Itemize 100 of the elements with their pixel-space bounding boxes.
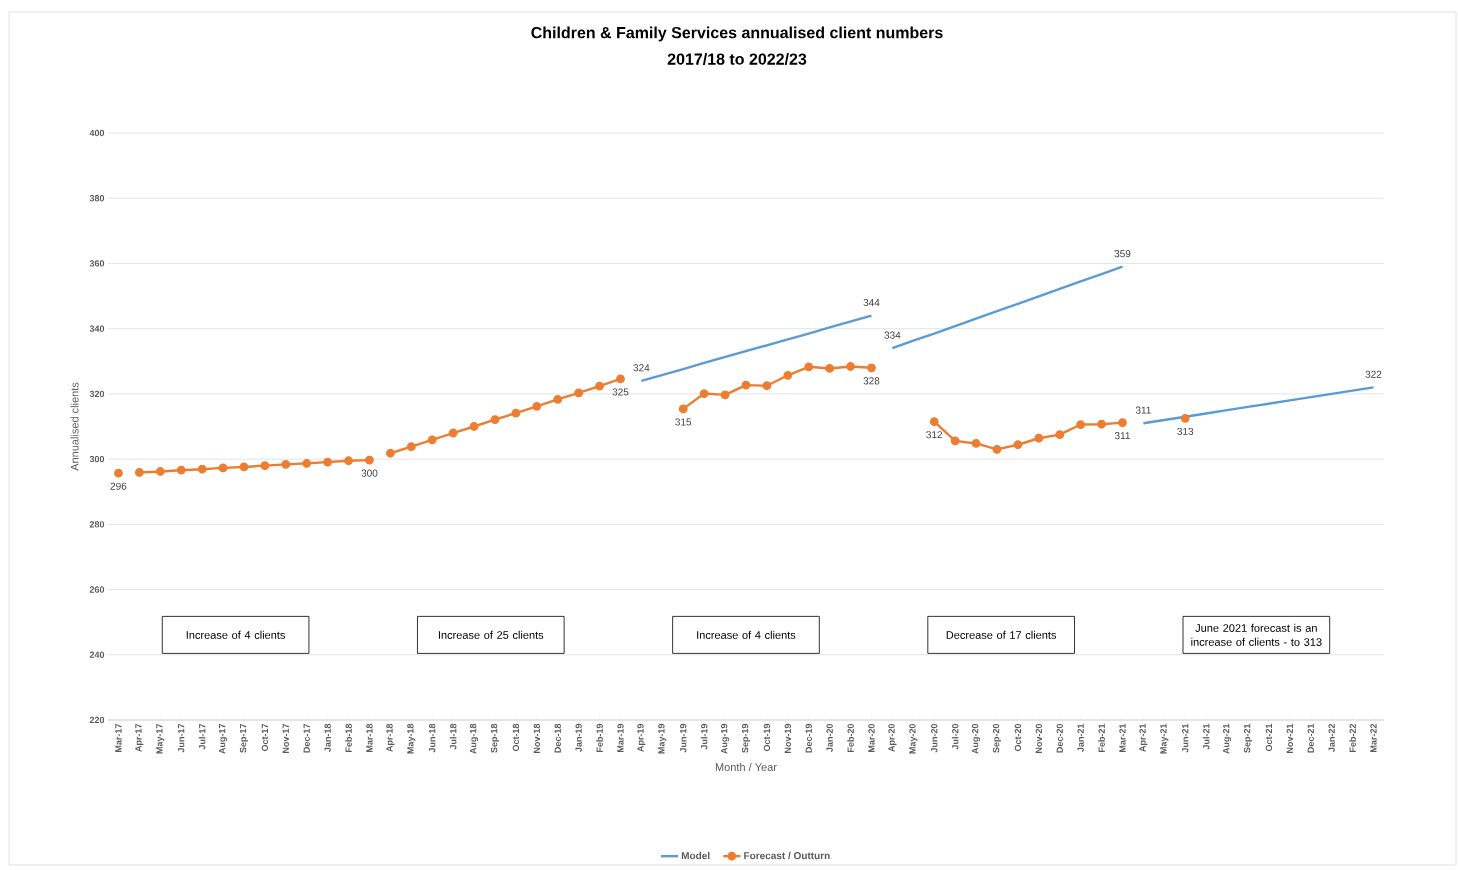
point bbox=[1055, 430, 1065, 440]
point bbox=[867, 363, 876, 373]
point bbox=[197, 464, 207, 474]
point bbox=[511, 408, 521, 418]
point bbox=[302, 458, 312, 468]
data-label: 315 bbox=[675, 418, 692, 426]
point bbox=[574, 388, 584, 398]
y-tick-label: 380 bbox=[89, 195, 105, 202]
x-tick-label: Jul-17 bbox=[198, 723, 206, 750]
x-tick-label: Mar-17 bbox=[115, 723, 122, 752]
x-tick-label: Mar-22 bbox=[1370, 723, 1377, 752]
y-tick-label: 260 bbox=[89, 586, 105, 593]
data-label: 296 bbox=[110, 482, 127, 490]
point bbox=[616, 374, 625, 384]
point bbox=[134, 468, 144, 477]
point bbox=[720, 390, 730, 400]
point bbox=[155, 467, 165, 476]
x-tick-label: Oct-20 bbox=[1014, 723, 1022, 752]
point bbox=[427, 435, 437, 445]
point bbox=[950, 436, 960, 446]
x-tick-label: Dec-17 bbox=[303, 723, 310, 753]
data-label: 359 bbox=[1114, 250, 1131, 258]
x-tick-label: Apr-21 bbox=[1139, 723, 1148, 752]
point bbox=[385, 448, 395, 458]
data-label: 322 bbox=[1365, 370, 1382, 378]
x-tick-label: Jan-19 bbox=[575, 723, 582, 752]
x-tick-label: Feb-18 bbox=[345, 723, 352, 752]
point bbox=[1076, 420, 1086, 429]
x-tick-label: Jun-19 bbox=[680, 723, 687, 753]
x-tick-label: Oct-18 bbox=[512, 723, 520, 752]
chart-title: Children & Family Services annualised client numbers bbox=[531, 26, 943, 42]
x-tick-label: May-20 bbox=[909, 723, 918, 754]
x-tick-label: Jun-18 bbox=[429, 723, 436, 753]
annotation: Increase of 25 clients bbox=[438, 630, 544, 639]
point bbox=[699, 389, 709, 398]
point bbox=[532, 401, 542, 411]
y-tick-label: 360 bbox=[89, 260, 105, 267]
x-tick-label: Jul-18 bbox=[449, 723, 457, 750]
data-label: 324 bbox=[633, 364, 650, 372]
x-tick-label: Dec-21 bbox=[1307, 723, 1314, 753]
data-label: 328 bbox=[863, 377, 880, 385]
annotation: Decrease of 17 clients bbox=[946, 630, 1057, 639]
x-tick-label: Sep-20 bbox=[992, 723, 1002, 753]
point bbox=[553, 395, 563, 404]
x-tick-label: Sep-17 bbox=[239, 723, 249, 753]
x-tick-label: Dec-19 bbox=[805, 723, 812, 753]
x-tick-label: Jun-20 bbox=[931, 723, 938, 753]
y-tick-label: 240 bbox=[89, 651, 105, 658]
point bbox=[929, 417, 939, 427]
annotation: June 2021 forecast is an increase of clients - to 313 bbox=[1191, 623, 1322, 646]
point bbox=[218, 463, 228, 473]
point bbox=[406, 442, 416, 452]
point bbox=[783, 370, 793, 380]
chart-subtitle: 2017/18 to 2022/23 bbox=[667, 53, 807, 65]
x-tick-label: Mar-20 bbox=[868, 723, 875, 752]
x-tick-label: Aug-20 bbox=[971, 723, 981, 754]
data-label: 311 bbox=[1114, 432, 1130, 440]
y-axis-title: Annualised clients bbox=[70, 382, 79, 471]
point bbox=[323, 457, 333, 467]
x-tick-label: Jan-21 bbox=[1077, 723, 1084, 752]
point bbox=[448, 428, 458, 438]
data-label: 300 bbox=[361, 469, 378, 477]
x-tick-label: Aug-21 bbox=[1222, 723, 1232, 754]
x-tick-label: Aug-17 bbox=[218, 723, 228, 754]
x-tick-label: Nov-19 bbox=[784, 723, 791, 753]
x-tick-label: Sep-18 bbox=[490, 723, 500, 753]
point bbox=[365, 455, 374, 465]
point bbox=[176, 465, 186, 475]
y-tick-label: 300 bbox=[89, 455, 105, 463]
point bbox=[1097, 419, 1106, 429]
y-tick-label: 280 bbox=[89, 521, 105, 528]
data-label: 312 bbox=[926, 431, 943, 439]
point bbox=[344, 456, 353, 466]
x-tick-label: Feb-19 bbox=[596, 723, 603, 752]
point bbox=[239, 462, 249, 472]
point bbox=[971, 439, 981, 448]
y-tick-label: 220 bbox=[89, 716, 105, 724]
x-tick-label: Dec-20 bbox=[1056, 723, 1063, 753]
point bbox=[1013, 440, 1023, 450]
y-tick-label: 320 bbox=[89, 390, 105, 398]
x-tick-label: Apr-19 bbox=[637, 723, 646, 752]
data-label: 344 bbox=[863, 299, 880, 307]
point bbox=[846, 362, 855, 371]
point bbox=[490, 415, 500, 425]
point bbox=[469, 422, 479, 431]
point bbox=[595, 381, 604, 391]
legend-label: Forecast / Outturn bbox=[744, 851, 830, 860]
x-tick-label: Jan-20 bbox=[826, 723, 833, 752]
y-tick-label: 400 bbox=[89, 129, 105, 137]
x-tick-label: Mar-21 bbox=[1119, 723, 1126, 752]
x-tick-label: Sep-21 bbox=[1243, 723, 1253, 753]
x-tick-label: Jul-20 bbox=[951, 723, 959, 750]
x-tick-label: Apr-20 bbox=[888, 723, 897, 752]
x-tick-label: Sep-19 bbox=[741, 723, 751, 753]
y-tick-label: 340 bbox=[89, 325, 105, 332]
data-label: 325 bbox=[612, 388, 629, 396]
x-tick-label: May-18 bbox=[407, 723, 416, 754]
point bbox=[114, 468, 123, 478]
legend-label: Model bbox=[681, 851, 710, 860]
x-tick-label: May-21 bbox=[1160, 723, 1169, 754]
